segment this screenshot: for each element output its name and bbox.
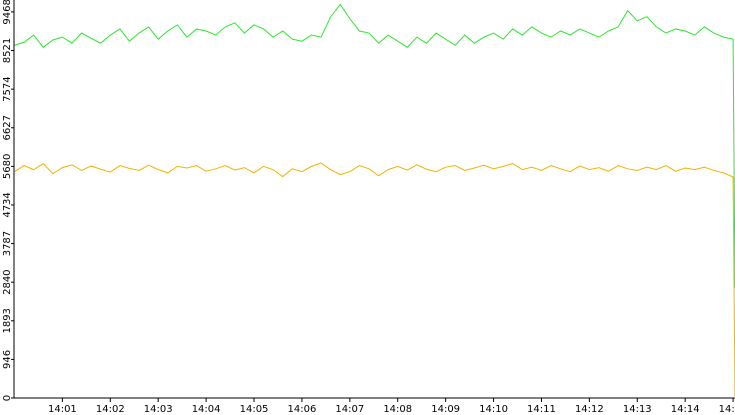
x-tick-label: 14:09 [431, 404, 460, 415]
y-tick-label: 7574 [2, 76, 13, 101]
y-tick-label: 9468 [2, 0, 13, 25]
x-tick-label: 14:05 [240, 404, 269, 415]
x-tick-label: 14:12 [575, 404, 604, 415]
y-tick-label: 6627 [2, 115, 13, 140]
y-tick-label: 3787 [2, 231, 13, 256]
y-tick-label: 2840 [2, 269, 13, 294]
y-tick-label: 4734 [2, 192, 13, 217]
x-tick-label: 14:13 [623, 404, 652, 415]
y-tick-label: 946 [2, 350, 13, 369]
series-line [14, 162, 735, 399]
x-tick-label: 14:10 [479, 404, 508, 415]
y-tick-label: 1893 [2, 308, 13, 333]
x-tick-label: 14:07 [335, 404, 364, 415]
x-tick-label: 14:14 [671, 404, 700, 415]
series-line [14, 3, 735, 288]
y-tick-label: 8521 [2, 38, 13, 63]
x-tick-label: 14:04 [192, 404, 221, 415]
x-tick-label: 14:08 [383, 404, 412, 415]
x-tick-label: 14:03 [144, 404, 173, 415]
x-tick-label: 14:01 [48, 404, 77, 415]
x-tick-label: 14:15 [719, 404, 735, 415]
y-tick-label: 0 [2, 395, 13, 401]
x-tick-label: 14:11 [527, 404, 556, 415]
y-tick-label: 5680 [2, 154, 13, 179]
x-tick-label: 14:06 [288, 404, 317, 415]
x-tick-label: 14:02 [96, 404, 125, 415]
